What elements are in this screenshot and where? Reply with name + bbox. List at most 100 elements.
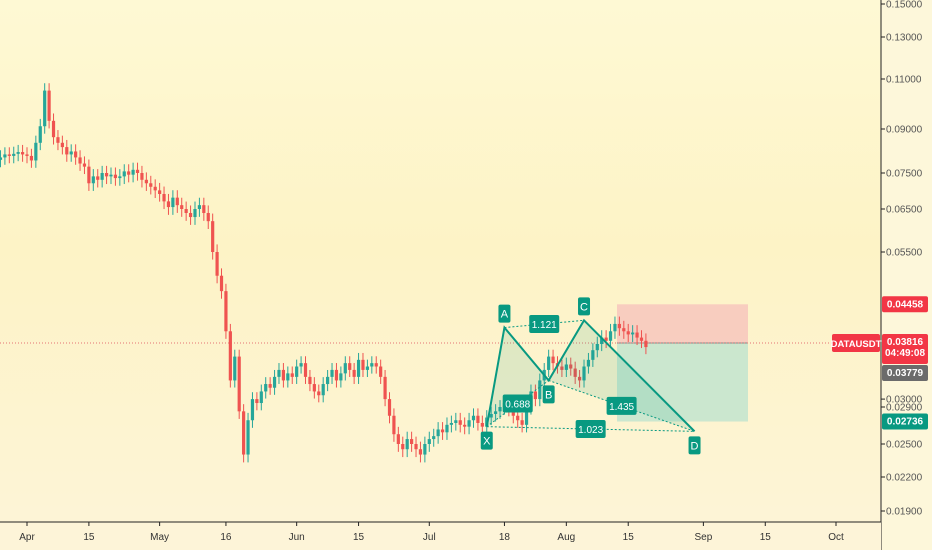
stop-price-tag-bg — [882, 296, 928, 313]
x-tick-label: Jun — [289, 532, 305, 543]
pattern-ratio-box — [575, 420, 606, 439]
candle-body — [69, 151, 73, 155]
candle-body — [135, 169, 140, 173]
candle-body — [144, 179, 148, 184]
candle-body — [427, 439, 431, 444]
candle-body — [498, 407, 502, 412]
candle-body — [246, 420, 250, 455]
pattern-point-label: A — [501, 309, 509, 321]
candle-body — [458, 420, 462, 425]
candle-body — [410, 439, 414, 444]
y-tick-label: 0.13000 — [886, 33, 923, 44]
candle-body — [586, 359, 591, 367]
candle-body — [308, 376, 312, 385]
candle-body — [334, 369, 339, 381]
candle-body — [348, 363, 352, 370]
candle-body — [290, 373, 294, 377]
candle-body — [608, 331, 613, 341]
pattern-point-a — [498, 304, 511, 323]
candle-body — [74, 151, 78, 158]
candle-body — [617, 323, 621, 329]
candle-body — [569, 364, 573, 369]
candle-body — [237, 356, 241, 412]
pattern-ratio-label: 1.121 — [532, 320, 557, 331]
y-tick-label: 0.02900 — [886, 403, 923, 414]
candle-body — [78, 157, 82, 164]
x-tick-label: May — [150, 532, 169, 543]
candle-body — [626, 331, 630, 335]
pattern-point-b — [542, 385, 555, 404]
y-tick-label: 0.03000 — [886, 395, 923, 406]
candle-body — [0, 157, 3, 160]
candle-body — [29, 155, 34, 161]
candle-body — [573, 368, 577, 377]
candle-body — [312, 384, 316, 392]
pattern-point-label: B — [545, 389, 552, 401]
candle-body — [277, 369, 281, 377]
candle-body — [16, 152, 20, 154]
candle-body — [317, 391, 321, 396]
candle-body — [374, 363, 378, 367]
candle-body — [494, 411, 498, 414]
candle-body — [330, 369, 334, 377]
pattern-ratio-label: 0.688 — [505, 400, 530, 411]
candle-body — [639, 337, 644, 341]
symbol-tag-text: DATAUSDT — [831, 339, 882, 350]
time-axis-panel — [0, 522, 881, 550]
candle-body — [219, 275, 224, 292]
x-tick-label: Jul — [423, 532, 436, 543]
last-price-tag-text: 0.03816 — [887, 337, 924, 348]
pattern-point-c — [578, 297, 591, 316]
candle-body — [423, 444, 427, 455]
target-price-tag-text: 0.02736 — [887, 417, 924, 428]
candle-body — [432, 436, 436, 440]
candle-body — [524, 407, 529, 425]
candle-body — [595, 343, 599, 351]
pattern-point-d — [688, 436, 701, 455]
pattern-ratio-line — [504, 319, 585, 329]
candle-body — [3, 154, 7, 158]
candle-body — [255, 399, 259, 404]
pattern-point-label: X — [483, 436, 491, 448]
candle-body — [436, 429, 440, 437]
candle-body — [489, 413, 493, 418]
candle-body — [60, 142, 64, 148]
y-tick-label: 0.15000 — [886, 0, 923, 11]
candle-body — [188, 212, 193, 218]
candle-body — [604, 337, 608, 341]
symbol-tag-bg — [832, 334, 880, 352]
take-profit-zone — [617, 343, 748, 422]
x-tick-label: 16 — [220, 532, 232, 543]
candle-body — [480, 422, 484, 427]
candle-body — [631, 332, 635, 335]
y-tick-label: 0.02200 — [886, 473, 923, 484]
x-tick-label: 18 — [499, 532, 511, 543]
candle-body — [370, 363, 374, 367]
candle-body — [622, 328, 626, 332]
candle-body — [564, 364, 568, 370]
candle-body — [321, 384, 325, 396]
pattern-ratio-box — [606, 396, 637, 415]
candle-body — [365, 366, 369, 370]
candle-body — [131, 169, 135, 175]
candle-body — [582, 366, 586, 381]
candle-body — [113, 174, 118, 179]
candle-body — [635, 332, 639, 338]
candle-body — [326, 376, 330, 385]
candle-body — [91, 176, 95, 184]
prev-price-tag-text: 0.03779 — [887, 368, 924, 379]
candle-body — [547, 356, 551, 370]
pattern-ratio-line — [486, 426, 695, 432]
candle-body — [180, 205, 184, 209]
candle-body — [127, 171, 131, 175]
candle-body — [613, 323, 617, 332]
candle-body — [65, 147, 69, 155]
candle-body — [104, 173, 109, 177]
harmonic-pattern: X A B C D 1.121 0.688 1.435 1.023 — [480, 297, 701, 455]
pattern-ratio-box — [529, 314, 560, 333]
stop-loss-zone — [617, 304, 748, 343]
